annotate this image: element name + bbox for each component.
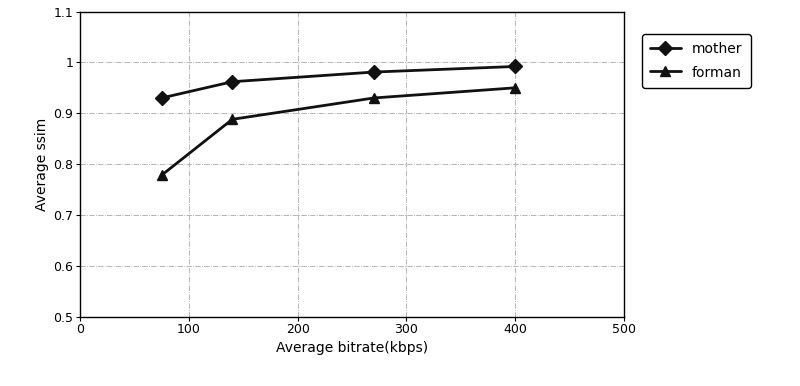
forman [369, 96, 378, 100]
mother [227, 80, 237, 84]
mother [157, 96, 166, 100]
mother [369, 70, 378, 74]
forman [510, 85, 520, 90]
Line: mother: mother [157, 62, 520, 103]
X-axis label: Average bitrate(kbps): Average bitrate(kbps) [276, 340, 428, 355]
forman [227, 117, 237, 122]
Y-axis label: Average ssim: Average ssim [35, 117, 49, 211]
Legend: mother, forman: mother, forman [642, 34, 750, 88]
Line: forman: forman [157, 83, 520, 180]
forman [157, 173, 166, 178]
mother [510, 64, 520, 69]
